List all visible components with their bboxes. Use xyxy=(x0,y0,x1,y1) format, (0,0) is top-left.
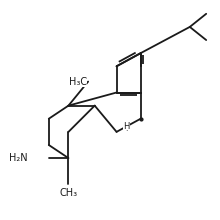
Text: H₂N: H₂N xyxy=(9,153,28,163)
Text: Ḥ: Ḥ xyxy=(123,121,130,130)
Text: H₃C: H₃C xyxy=(69,77,87,87)
Text: CH₃: CH₃ xyxy=(59,188,77,198)
